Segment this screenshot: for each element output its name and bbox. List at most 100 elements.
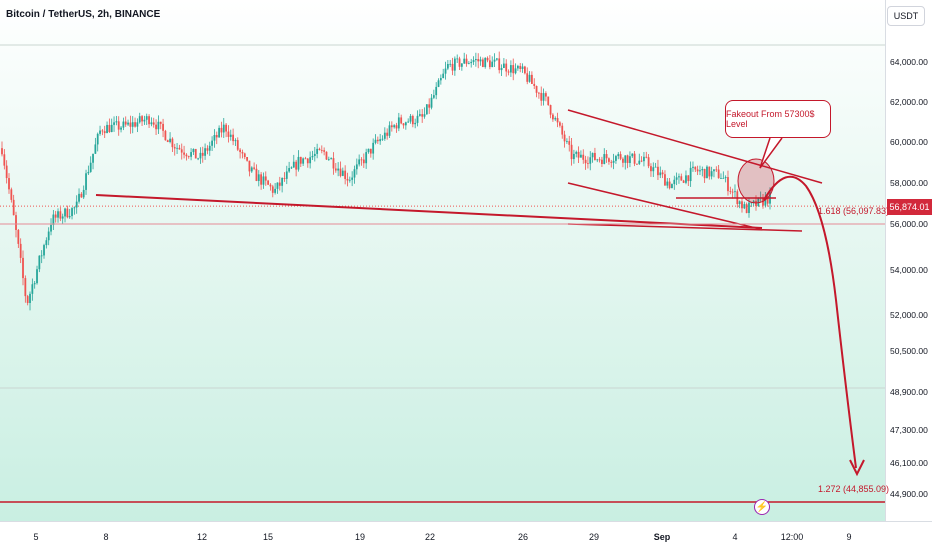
candle-body bbox=[463, 58, 466, 64]
candle-body bbox=[1, 148, 3, 155]
candle-body bbox=[505, 63, 508, 72]
candle-body bbox=[169, 138, 171, 143]
candle-body bbox=[290, 167, 293, 169]
candle-body bbox=[386, 132, 389, 136]
candle-body bbox=[601, 159, 603, 164]
price-tick-label: 52,000.00 bbox=[890, 310, 928, 320]
candle-body bbox=[692, 166, 694, 168]
candle-body bbox=[12, 199, 15, 216]
symbol-title[interactable]: Bitcoin / TetherUS, 2h, BINANCE bbox=[6, 9, 161, 20]
support-trendline[interactable] bbox=[95, 194, 763, 229]
candle-body bbox=[645, 156, 648, 158]
price-tick-label: 54,000.00 bbox=[890, 265, 928, 275]
candle-body bbox=[171, 138, 174, 148]
candle-body bbox=[33, 283, 36, 285]
candle-body bbox=[383, 132, 386, 139]
candle-body bbox=[407, 121, 410, 123]
fakeout-callout[interactable]: Fakeout From 57300$ Level bbox=[725, 100, 831, 138]
candle-body bbox=[192, 148, 195, 153]
candle-body bbox=[262, 176, 265, 185]
candle-body bbox=[38, 255, 41, 270]
candle-body bbox=[411, 115, 414, 125]
candle-body bbox=[465, 58, 468, 64]
candle-body bbox=[404, 122, 407, 126]
candle-body bbox=[605, 154, 608, 159]
fakeout-highlight-circle[interactable] bbox=[737, 158, 775, 204]
price-scale[interactable] bbox=[885, 0, 932, 521]
time-tick-label: 15 bbox=[263, 532, 273, 542]
candle-body bbox=[143, 119, 146, 122]
candle-body bbox=[423, 114, 426, 117]
candle-body bbox=[523, 66, 526, 74]
lightning-icon[interactable]: ⚡ bbox=[754, 499, 770, 515]
candle-body bbox=[52, 214, 55, 225]
candle-body bbox=[479, 59, 482, 62]
time-tick-label: 4 bbox=[732, 532, 737, 542]
candle-body bbox=[253, 167, 256, 169]
candle-body bbox=[530, 74, 533, 84]
candle-body bbox=[629, 156, 631, 163]
candle-body bbox=[624, 155, 627, 163]
candle-body bbox=[110, 124, 113, 133]
candle-body bbox=[92, 153, 94, 163]
candle-body bbox=[129, 122, 132, 127]
channel-lower-line[interactable] bbox=[567, 182, 761, 230]
candle-body bbox=[460, 63, 463, 67]
candle-body bbox=[323, 150, 326, 152]
candle-body bbox=[418, 114, 421, 116]
candle-body bbox=[699, 170, 701, 172]
candle-body bbox=[561, 125, 564, 135]
candle-body bbox=[232, 134, 235, 142]
candle-body bbox=[731, 191, 734, 193]
candle-body bbox=[260, 174, 263, 185]
candle-body bbox=[152, 122, 155, 125]
time-scale[interactable] bbox=[0, 521, 932, 551]
candle-body bbox=[190, 152, 192, 157]
candle-body bbox=[292, 161, 295, 168]
channel-mid-line[interactable] bbox=[567, 223, 803, 232]
plot-area[interactable] bbox=[0, 0, 885, 521]
candle-body bbox=[589, 157, 592, 164]
candle-body bbox=[325, 151, 328, 160]
candle-body bbox=[71, 208, 73, 217]
candle-body bbox=[85, 173, 87, 190]
candle-body bbox=[194, 148, 197, 159]
candle-body bbox=[636, 163, 638, 165]
candle-body bbox=[255, 168, 258, 181]
channel-upper-line[interactable] bbox=[567, 109, 823, 184]
price-tick-label: 58,000.00 bbox=[890, 178, 928, 188]
time-tick-label: 8 bbox=[103, 532, 108, 542]
candle-body bbox=[727, 177, 729, 192]
candle-body bbox=[596, 159, 599, 161]
candle-body bbox=[556, 118, 559, 123]
candle-body bbox=[131, 122, 134, 127]
candle-body bbox=[526, 73, 529, 82]
candle-body bbox=[29, 293, 31, 303]
candle-body bbox=[521, 66, 524, 69]
candle-body bbox=[537, 92, 540, 94]
candle-body bbox=[722, 178, 725, 179]
candle-body bbox=[75, 201, 78, 208]
candle-body bbox=[339, 168, 342, 176]
candle-body bbox=[173, 147, 176, 149]
candle-body bbox=[481, 59, 484, 68]
candle-body bbox=[409, 115, 412, 122]
candle-body bbox=[320, 150, 323, 151]
candle-body bbox=[113, 122, 115, 125]
price-tick-label: 46,100.00 bbox=[890, 458, 928, 468]
candle-body bbox=[594, 152, 596, 160]
candle-body bbox=[400, 117, 403, 124]
time-tick-label: 26 bbox=[518, 532, 528, 542]
candle-body bbox=[145, 116, 148, 120]
projection-arc[interactable] bbox=[763, 175, 857, 469]
candle-body bbox=[213, 135, 216, 141]
candle-body bbox=[444, 68, 447, 74]
candle-body bbox=[533, 83, 536, 86]
candle-body bbox=[484, 57, 487, 68]
candle-body bbox=[218, 127, 220, 138]
candle-body bbox=[285, 171, 288, 179]
candle-body bbox=[512, 65, 515, 74]
currency-button[interactable]: USDT bbox=[887, 6, 925, 26]
candle-body bbox=[432, 95, 435, 98]
